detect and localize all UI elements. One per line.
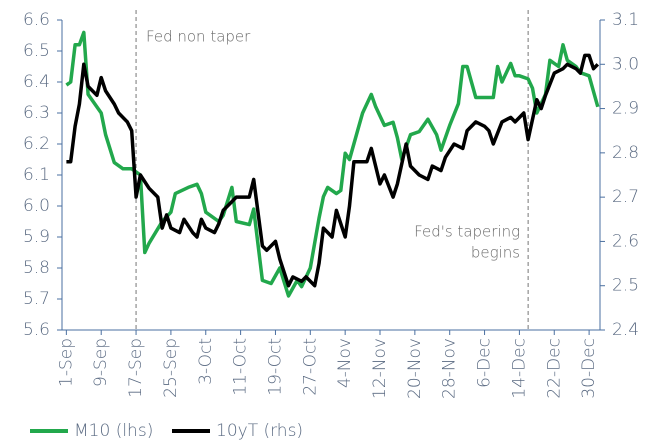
legend-label: 10yT (rhs) [216,421,303,441]
y-tick-label: 6.6 [23,10,50,30]
y-tick-label: 5.8 [23,258,50,278]
x-tick-label: 19-Oct [265,338,285,396]
x-tick-label: 25-Sep [161,338,181,398]
x-tick-label: 17-Sep [126,338,146,398]
y2-tick-label: 2.6 [612,231,639,251]
x-tick-label: 22-Dec [544,338,564,399]
x-tick-label: 14-Dec [509,338,529,399]
series-line [65,30,600,298]
x-tick-label: 1-Sep [56,338,76,387]
y2-tick-label: 2.9 [612,99,639,119]
y2-tick-label: 2.8 [612,143,639,163]
y-tick-label: 6.1 [23,165,50,185]
x-tick-label: 20-Nov [405,338,425,399]
y-tick-label: 6.2 [23,134,50,154]
y-tick-label: 6.0 [23,196,50,216]
series-line [66,53,600,288]
x-tick-label: 27-Oct [300,338,320,396]
y2-tick-label: 2.5 [612,276,639,296]
y2-tick-label: 2.7 [612,187,639,207]
y2-tick-label: 3.0 [612,54,639,74]
x-tick-label: 4-Nov [335,338,355,388]
x-tick-label: 28-Nov [440,338,460,399]
y-tick-label: 5.6 [23,320,50,340]
y2-tick-label: 2.4 [612,320,639,340]
annotation: Fed non taper [146,28,251,46]
y2-tick-label: 3.1 [612,10,639,30]
y-tick-label: 5.9 [23,227,50,247]
x-tick-label: 3-Oct [196,338,216,385]
y-tick-label: 5.7 [23,289,50,309]
x-tick-label: 6-Dec [475,338,495,388]
y-tick-label: 6.5 [23,41,50,61]
annotation: begins [471,244,520,262]
x-tick-label: 12-Nov [370,338,390,399]
y-tick-label: 6.3 [23,103,50,123]
x-tick-label: 9-Sep [91,338,111,387]
y-tick-label: 6.4 [23,72,50,92]
x-tick-label: 30-Dec [579,338,599,399]
legend-label: M10 (lhs) [74,421,153,441]
x-tick-label: 11-Oct [231,338,251,396]
annotation: Fed's tapering [414,223,520,241]
